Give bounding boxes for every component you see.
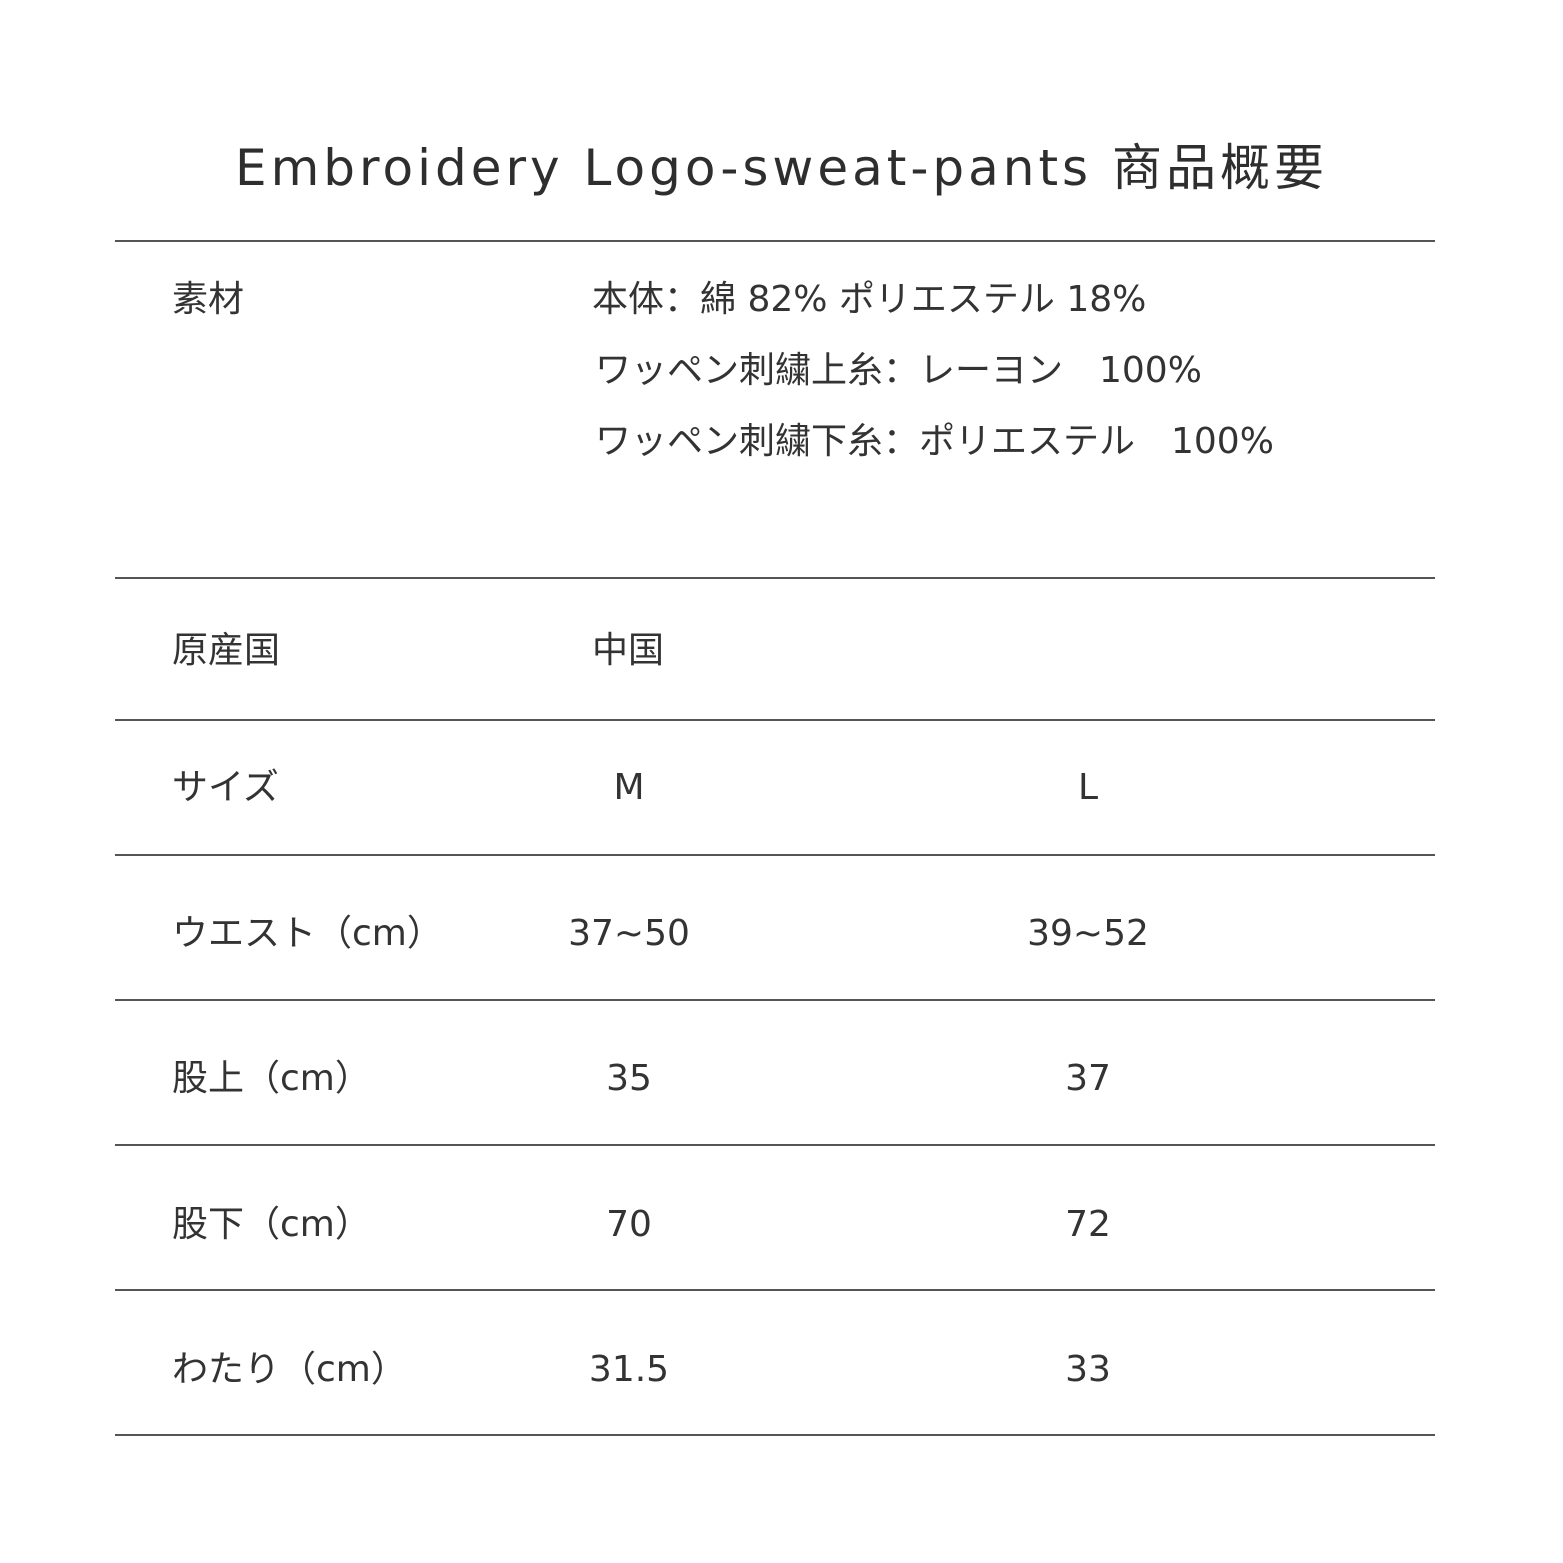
divider: [115, 577, 1435, 579]
divider: [115, 1144, 1435, 1146]
divider: [115, 240, 1435, 242]
divider: [115, 854, 1435, 856]
divider: [115, 999, 1435, 1001]
waist-m: 37~50: [568, 913, 690, 954]
inseam-label: 股下（cm）: [172, 1204, 371, 1245]
thigh-m: 31.5: [588, 1349, 670, 1390]
origin-label: 原産国: [172, 630, 281, 671]
size-l-header: L: [1077, 767, 1099, 808]
origin-value: 中国: [592, 630, 665, 671]
divider: [115, 1289, 1435, 1291]
inseam-l: 72: [1065, 1204, 1111, 1245]
page-title: Embroidery Logo-sweat-pants 商品概要: [235, 139, 1328, 197]
size-label: サイズ: [172, 767, 279, 808]
divider: [115, 1434, 1435, 1436]
material-line: ワッペン刺繍下糸：ポリエステル 100%: [595, 421, 1274, 462]
material-line: ワッペン刺繍上糸：レーヨン 100%: [595, 350, 1202, 391]
material-label: 素材: [172, 279, 245, 320]
rise-l: 37: [1065, 1058, 1111, 1099]
material-line: 本体：綿 82% ポリエステル 18%: [592, 279, 1147, 320]
divider: [115, 719, 1435, 721]
size-m-header: M: [613, 767, 645, 808]
waist-l: 39~52: [1027, 913, 1149, 954]
inseam-m: 70: [606, 1204, 652, 1245]
thigh-l: 33: [1065, 1349, 1111, 1390]
rise-label: 股上（cm）: [172, 1058, 371, 1099]
thigh-label: わたり（cm）: [172, 1349, 407, 1390]
rise-m: 35: [606, 1058, 652, 1099]
waist-label: ウエスト（cm）: [172, 913, 443, 954]
